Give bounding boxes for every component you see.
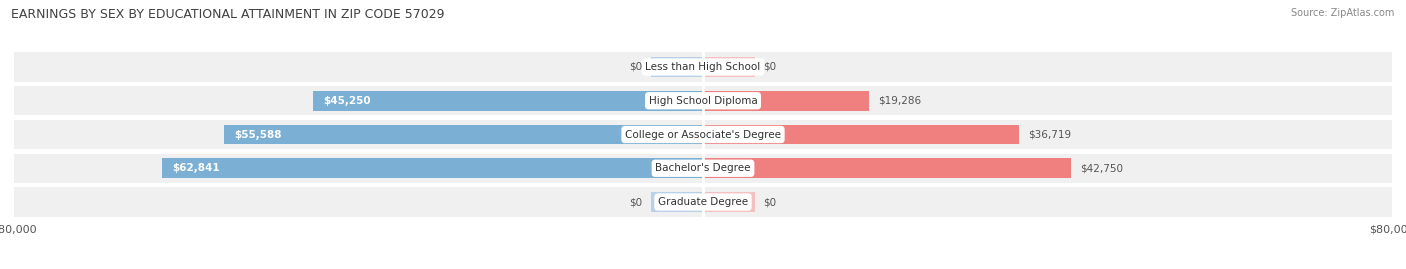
Bar (314, 91, 703, 111)
Text: $0: $0 (630, 197, 643, 207)
Bar (14, 52, 1392, 82)
Text: EARNINGS BY SEX BY EDUCATIONAL ATTAINMENT IN ZIP CODE 57029: EARNINGS BY SEX BY EDUCATIONAL ATTAINMEN… (11, 8, 444, 21)
Text: Bachelor's Degree: Bachelor's Degree (655, 163, 751, 173)
Text: $45,250: $45,250 (323, 96, 371, 106)
Bar (651, 192, 703, 212)
Bar (14, 120, 1392, 149)
Bar (162, 158, 703, 178)
Bar (703, 91, 869, 111)
Bar (703, 158, 1071, 178)
Bar (225, 125, 703, 144)
Bar (703, 192, 755, 212)
Text: College or Associate's Degree: College or Associate's Degree (626, 129, 780, 140)
Bar (14, 187, 1392, 217)
Text: Source: ZipAtlas.com: Source: ZipAtlas.com (1291, 8, 1395, 18)
Text: $0: $0 (763, 62, 776, 72)
Text: High School Diploma: High School Diploma (648, 96, 758, 106)
Text: $62,841: $62,841 (172, 163, 219, 173)
Text: $36,719: $36,719 (1028, 129, 1071, 140)
Bar (651, 57, 703, 77)
Bar (14, 86, 1392, 115)
Bar (14, 154, 1392, 183)
Bar (703, 57, 755, 77)
Text: $42,750: $42,750 (1080, 163, 1123, 173)
Text: Less than High School: Less than High School (645, 62, 761, 72)
Text: $0: $0 (763, 197, 776, 207)
Text: $19,286: $19,286 (877, 96, 921, 106)
Text: Graduate Degree: Graduate Degree (658, 197, 748, 207)
Text: $0: $0 (630, 62, 643, 72)
Text: $55,588: $55,588 (235, 129, 283, 140)
Bar (703, 125, 1019, 144)
